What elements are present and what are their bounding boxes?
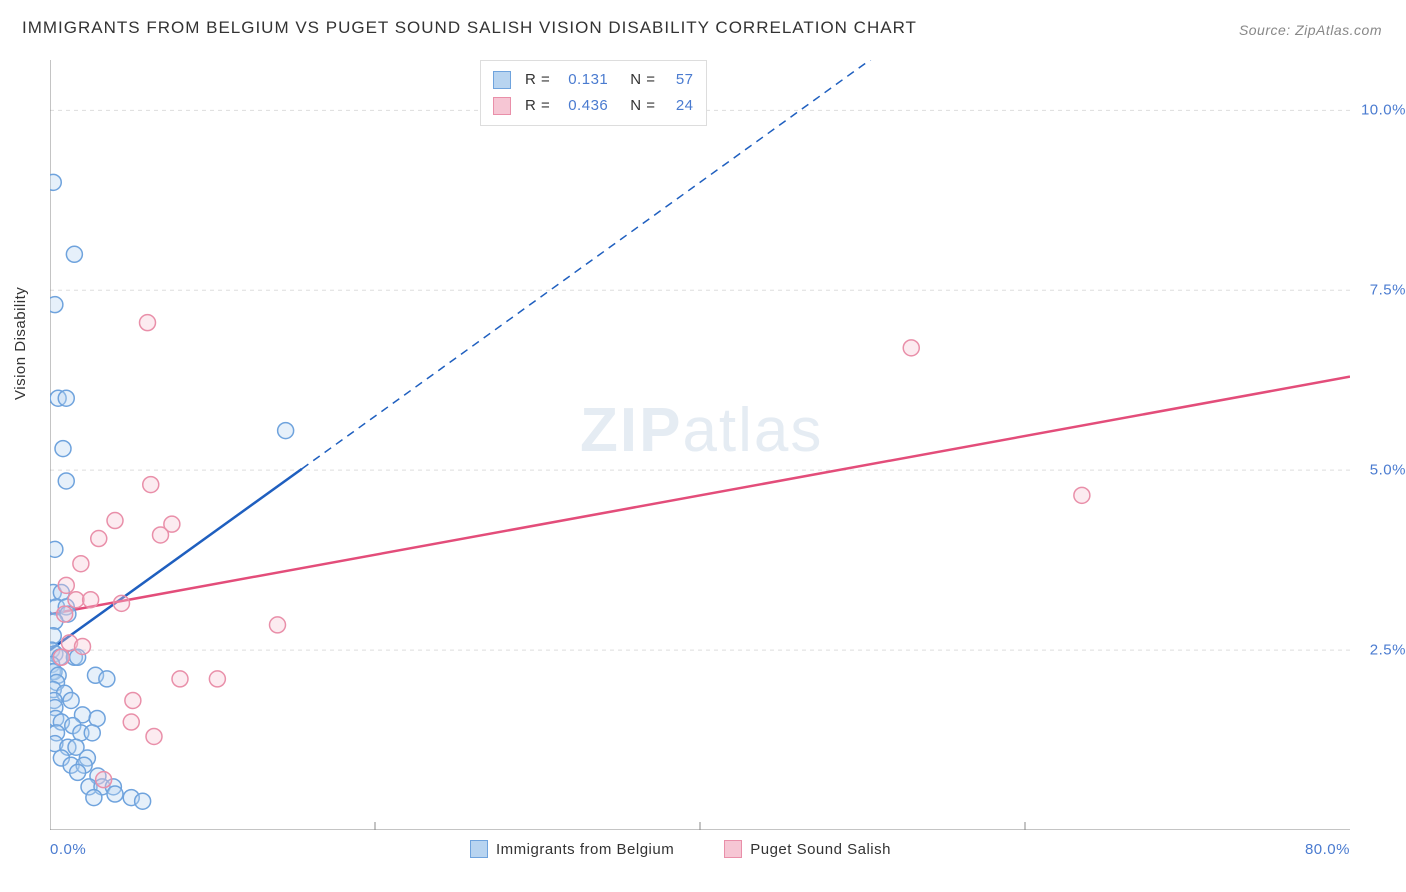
r-value: 0.436 bbox=[558, 93, 608, 119]
series-legend: Immigrants from Belgium Puget Sound Salis… bbox=[470, 840, 891, 858]
scatter-plot-svg bbox=[50, 60, 1350, 830]
correlation-legend: R = 0.131 N = 57 R = 0.436 N = 24 bbox=[480, 60, 707, 126]
legend-swatch bbox=[493, 71, 511, 89]
n-label: N = bbox=[630, 67, 655, 93]
legend-swatch bbox=[470, 840, 488, 858]
correlation-legend-row: R = 0.436 N = 24 bbox=[493, 93, 694, 119]
chart-area: ZIPatlas R =0.131N =57R =0.436N =24 Immi… bbox=[50, 60, 1350, 830]
y-tick-label: 2.5% bbox=[1370, 642, 1406, 659]
chart-title: IMMIGRANTS FROM BELGIUM VS PUGET SOUND S… bbox=[22, 18, 917, 38]
y-tick-label: 5.0% bbox=[1370, 462, 1406, 479]
n-value: 57 bbox=[664, 67, 694, 93]
y-axis-label: Vision Disability bbox=[12, 287, 29, 400]
x-tick-label: 80.0% bbox=[1305, 841, 1350, 858]
series-legend-item: Immigrants from Belgium bbox=[470, 840, 674, 858]
r-value: 0.131 bbox=[558, 67, 608, 93]
y-tick-label: 7.5% bbox=[1370, 282, 1406, 299]
r-label: R = bbox=[525, 93, 550, 119]
correlation-legend-row: R = 0.131 N = 57 bbox=[493, 67, 694, 93]
r-label: R = bbox=[525, 67, 550, 93]
source-attribution: Source: ZipAtlas.com bbox=[1239, 22, 1382, 38]
n-value: 24 bbox=[664, 93, 694, 119]
legend-swatch bbox=[493, 97, 511, 115]
y-tick-label: 10.0% bbox=[1361, 102, 1406, 119]
series-legend-label: Immigrants from Belgium bbox=[496, 841, 674, 858]
legend-swatch bbox=[724, 840, 742, 858]
series-legend-item: Puget Sound Salish bbox=[724, 840, 891, 858]
x-tick-label: 0.0% bbox=[50, 841, 86, 858]
series-legend-label: Puget Sound Salish bbox=[750, 841, 891, 858]
n-label: N = bbox=[630, 93, 655, 119]
